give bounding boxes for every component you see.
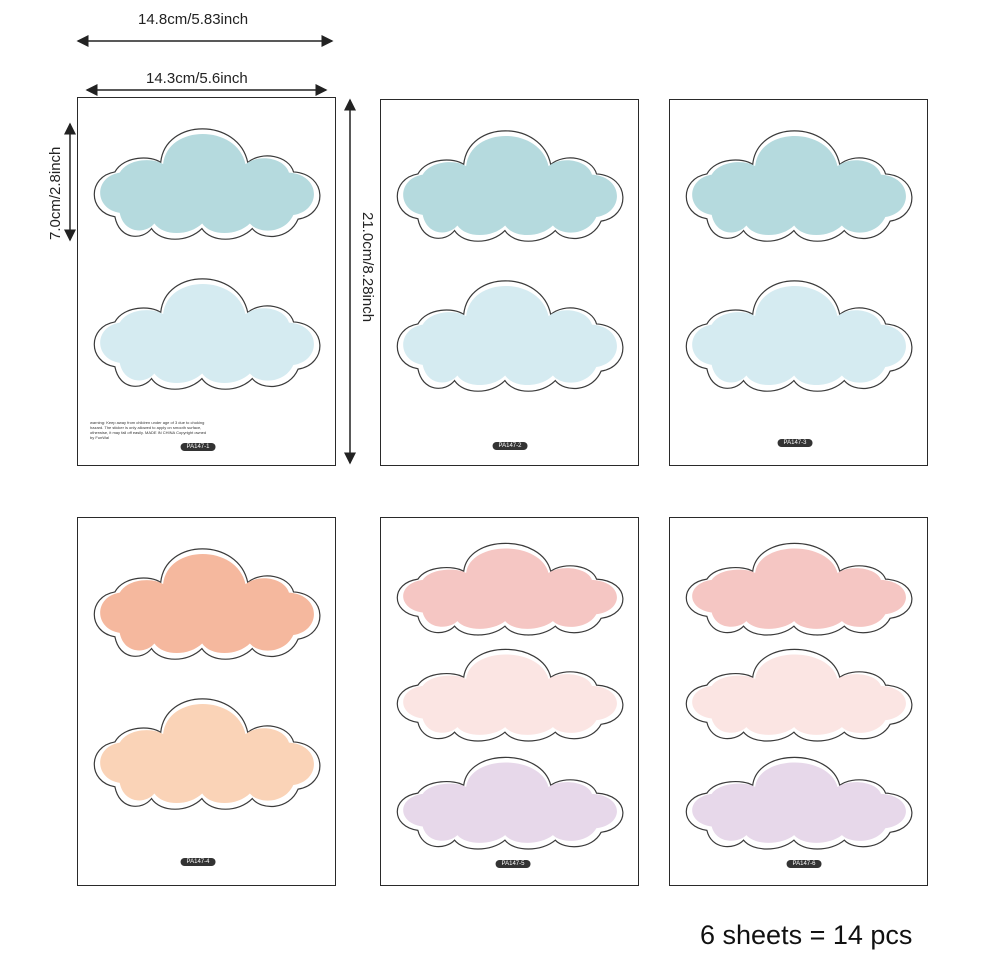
cloud-sticker xyxy=(100,553,314,654)
sticker-sheet: PA147-4 xyxy=(77,517,336,886)
cloud-sticker xyxy=(100,703,314,804)
sheet-code-badge: PA147-1 xyxy=(180,443,216,451)
cloud-sticker xyxy=(100,133,314,234)
cloud-sticker xyxy=(692,548,906,629)
sticker-sheet: PA147-5 xyxy=(380,517,639,886)
cloud-sticker xyxy=(403,135,617,236)
cloud-sticker xyxy=(403,285,617,386)
clouds-layer xyxy=(396,130,624,392)
sheet-code-badge: PA147-5 xyxy=(495,860,531,868)
outer-width-label: 14.8cm/5.83inch xyxy=(138,11,249,28)
clouds-layer xyxy=(93,128,321,390)
sticker-sheet: PA147-6 xyxy=(669,517,928,886)
warning-text: warning: Keep away from children under a… xyxy=(90,420,207,440)
sheet-code-badge: PA147-3 xyxy=(777,439,813,447)
sheet-code-badge: PA147-6 xyxy=(786,860,822,868)
sheet-code-badge: PA147-4 xyxy=(180,858,216,866)
cloud-sticker xyxy=(403,762,617,843)
summary-text: 6 sheets = 14 pcs xyxy=(700,920,913,950)
sticker-sheet: PA147-2 xyxy=(380,99,639,466)
clouds-layer xyxy=(93,548,321,810)
cloud-sticker xyxy=(100,283,314,384)
cloud-sticker xyxy=(692,285,906,386)
inner-width-label: 14.3cm/5.6inch xyxy=(146,70,248,87)
clouds-layer xyxy=(396,542,624,850)
sheet-height-label: 21.0cm/8.28inch xyxy=(359,212,376,323)
clouds-layer xyxy=(685,542,913,850)
cloud-sticker xyxy=(692,762,906,843)
sticker-sheet: warning: Keep away from children under a… xyxy=(77,97,336,466)
cloud-height-label: 7.0cm/2.8inch xyxy=(47,146,64,240)
cloud-sticker xyxy=(692,654,906,735)
cloud-sticker xyxy=(403,548,617,629)
sheet-code-badge: PA147-2 xyxy=(492,442,528,450)
sticker-sheet: PA147-3 xyxy=(669,99,928,466)
cloud-sticker xyxy=(692,135,906,236)
clouds-layer xyxy=(685,130,913,392)
cloud-sticker xyxy=(403,654,617,735)
